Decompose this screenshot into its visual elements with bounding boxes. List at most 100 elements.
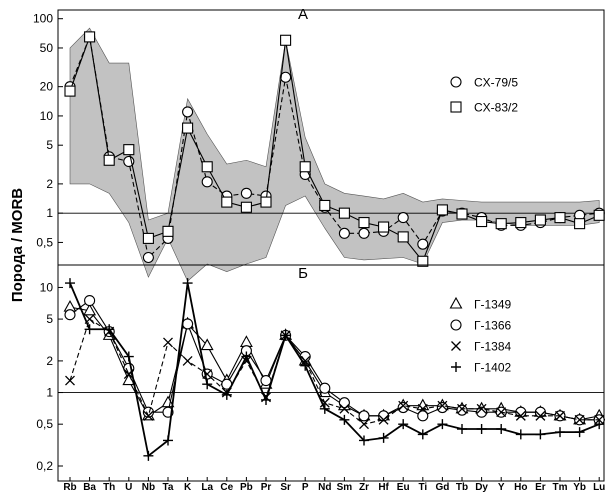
x-tick-label-nd: Nd <box>318 482 331 493</box>
data-point-tm <box>554 212 566 224</box>
legend-entry-label: Г-1349 <box>474 298 512 312</box>
data-point-ti <box>417 255 429 267</box>
data-point-ho <box>515 217 527 229</box>
panel-a-y-tick-label: 50 <box>40 41 54 55</box>
data-point-pb <box>240 201 252 213</box>
panel-b-y-tick-label: 0,5 <box>36 417 53 431</box>
data-point-er <box>535 429 546 440</box>
data-point-rb <box>65 278 75 289</box>
panel-b-y-tick-label: 0,2 <box>36 459 53 473</box>
y-axis-label: Порода / MORB <box>9 188 26 302</box>
data-point-yb <box>574 427 585 438</box>
data-point-nb <box>143 450 154 461</box>
data-point-yb <box>574 218 586 230</box>
data-point-er <box>535 410 546 421</box>
data-point-nb <box>142 251 154 264</box>
x-tick-label-ta: Ta <box>163 482 174 493</box>
data-point-zr <box>359 435 369 446</box>
x-tick-label-p: P <box>302 482 309 493</box>
legend-marker <box>450 76 462 88</box>
data-point-tb <box>457 403 467 414</box>
data-point-ti <box>417 238 429 250</box>
data-point-pb <box>240 187 252 199</box>
x-tick-label-tm: Tm <box>553 482 568 493</box>
data-point-ba <box>84 31 96 43</box>
plot-frame <box>57 9 605 482</box>
data-point-la <box>201 176 213 188</box>
x-tick-label-sr: Sr <box>280 482 291 493</box>
data-point-nb <box>142 232 154 244</box>
series-line-г-1349 <box>69 306 600 421</box>
panel-a-y-tick-label: 20 <box>40 80 54 94</box>
data-point-lu <box>594 419 605 430</box>
data-point-dy <box>476 406 488 418</box>
data-point-er <box>534 406 546 418</box>
legend-layer: CX-79/5 CX-83/2 Г-1349 Г-1366 Г-1384 Г-1402 <box>449 76 518 375</box>
data-point-ce <box>221 196 233 208</box>
data-point-ho <box>515 410 526 421</box>
data-point-eu <box>398 419 409 430</box>
data-point-zr <box>358 227 370 239</box>
series-line-г-1366 <box>69 299 600 421</box>
data-point-sr <box>280 34 292 46</box>
data-point-ba <box>83 303 97 316</box>
legend-marker <box>450 319 462 331</box>
panel-a-y-tick-label: 2 <box>46 177 53 191</box>
data-point-u <box>123 351 134 362</box>
data-point-ta <box>163 435 173 446</box>
legend-marker <box>451 341 461 351</box>
data-point-ce <box>221 389 232 400</box>
legend-entry-label: CX-83/2 <box>474 101 518 115</box>
x-tick-label-rb: Rb <box>63 482 76 493</box>
data-point-ti <box>417 410 429 422</box>
data-point-sm <box>339 403 350 414</box>
legend-entry-label: CX-79/5 <box>474 76 518 90</box>
data-point-rb <box>65 375 75 386</box>
x-tick-label-pr: Pr <box>261 482 272 493</box>
data-point-sm <box>338 397 350 409</box>
data-point-la <box>202 379 213 390</box>
data-point-eu <box>398 400 409 411</box>
data-point-eu <box>397 212 409 224</box>
x-tick-label-nb: Nb <box>142 482 155 493</box>
data-point-k <box>182 278 193 289</box>
data-point-rb <box>64 309 76 321</box>
data-point-la <box>200 338 214 351</box>
panel-b-y-tick-label: 2 <box>46 354 53 368</box>
data-point-lu <box>593 209 605 221</box>
data-point-zr <box>359 419 369 430</box>
panel-b-label: Б <box>298 265 308 282</box>
x-tick-label-y: Y <box>498 482 505 493</box>
data-point-y <box>496 423 507 434</box>
data-point-tb <box>456 404 468 416</box>
series-line-г-1384 <box>69 318 600 425</box>
legend-entry-label: Г-1402 <box>474 361 512 375</box>
data-point-nd <box>319 199 331 212</box>
data-point-pr <box>261 394 271 405</box>
x-tick-label-gd: Gd <box>435 482 449 493</box>
data-point-la <box>201 161 213 173</box>
data-point-nd <box>319 403 330 414</box>
series-line-cx-83-2 <box>69 36 600 263</box>
data-point-k <box>182 355 193 366</box>
series-line-cx-79-5 <box>69 34 600 259</box>
x-tick-label-k: K <box>184 482 192 493</box>
data-point-k <box>182 318 194 330</box>
data-point-nb <box>142 406 154 418</box>
data-point-sm <box>338 207 350 219</box>
x-tick-label-u: U <box>125 482 132 493</box>
panel-a-y-tick-label: 5 <box>46 138 53 152</box>
legend-marker <box>450 101 462 113</box>
data-point-th <box>104 324 115 335</box>
x-tick-label-dy: Dy <box>475 482 488 493</box>
data-point-nb <box>143 410 154 421</box>
data-point-zr <box>358 410 370 422</box>
panel-b-y-tick-label: 1 <box>46 386 53 400</box>
legend-entry-label: Г-1384 <box>474 340 512 354</box>
data-point-eu <box>397 231 409 243</box>
data-point-gd <box>437 400 448 411</box>
data-point-ti <box>417 429 428 440</box>
panel-a-y-tick-label: 10 <box>40 109 54 123</box>
labels-layer: Порода / MORB А Б Rb Ba Th U Nb Ta K La Ce Pb Pr Sr… <box>9 6 605 493</box>
